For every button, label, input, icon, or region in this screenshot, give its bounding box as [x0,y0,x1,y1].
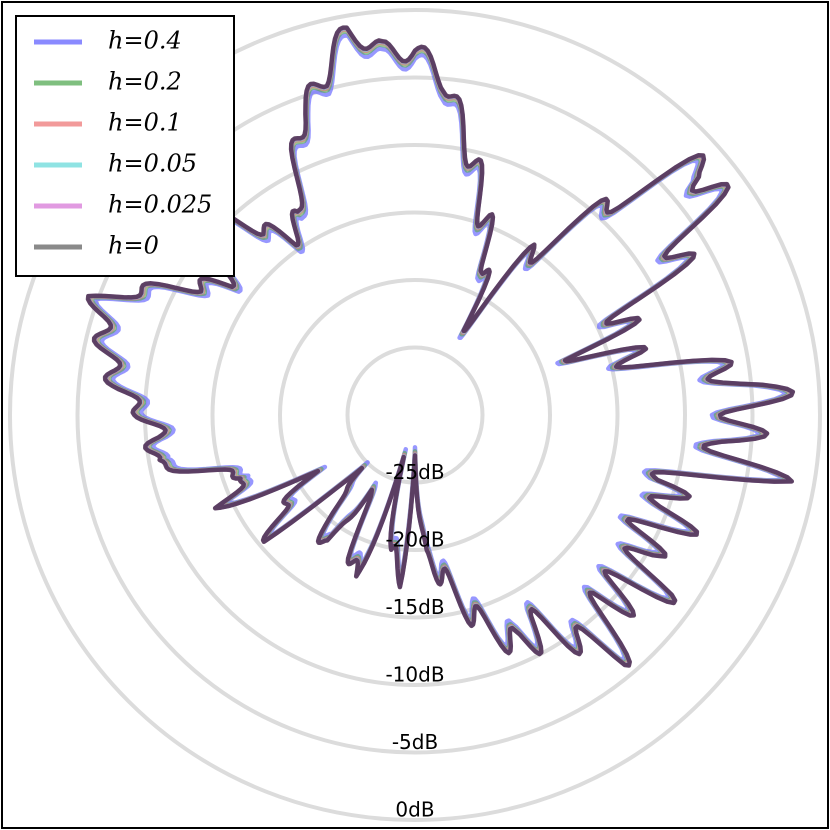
grid-ring [210,210,620,620]
radial-tick-label: 0dB [395,798,434,822]
legend-label: h=0.1 [108,109,182,137]
radial-tick-label: -15dB [385,595,444,619]
radial-tick-label: -25dB [385,460,444,484]
radial-tick-labels: -25dB -20dB -15dB -10dB -5dB 0dB [385,460,444,822]
series-layer [85,25,796,668]
radial-grid [8,8,822,822]
series-line [85,25,796,668]
grid-ring [75,75,755,755]
grid-ring [278,278,552,552]
radial-tick-label: -10dB [385,663,444,687]
legend-label: h=0.025 [108,191,212,219]
legend-label: h=0.4 [108,27,182,55]
legend-box [15,15,235,277]
legend-label: h=0.05 [108,150,197,178]
grid-ring [8,8,822,822]
legend-label: h=0.2 [108,68,182,96]
radial-tick-label: -5dB [392,730,438,754]
radial-tick-label: -20dB [385,528,444,552]
legend: h=0.4 h=0.2 h=0.1 h=0.05 h=0.025 h=0 [15,15,235,277]
legend-label: h=0 [108,232,159,260]
